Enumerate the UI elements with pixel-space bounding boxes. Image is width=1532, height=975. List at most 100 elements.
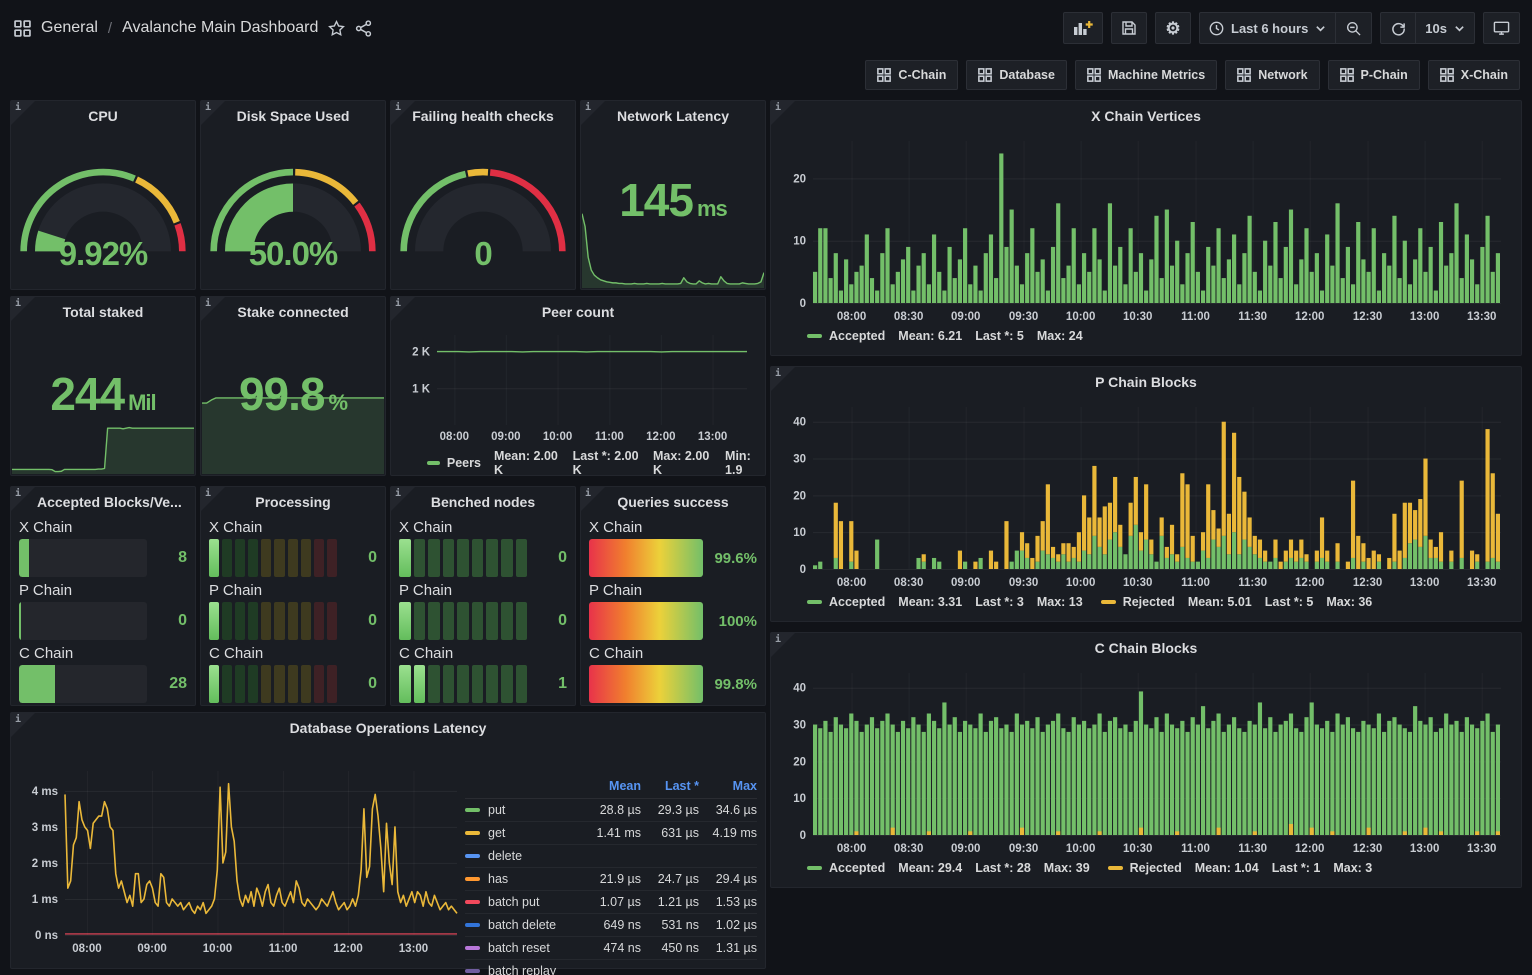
legend-item[interactable]: batch put [465, 895, 583, 909]
refresh-interval-picker[interactable]: 10s [1416, 12, 1475, 44]
panel-title[interactable]: Benched nodes [430, 494, 536, 510]
legend-item[interactable]: Accepted Mean: 3.31 Last *: 3 Max: 13 [807, 595, 1083, 609]
panel-info-icon[interactable]: i [771, 101, 795, 125]
bar-gauge-fill [19, 539, 30, 577]
peer-count-chart[interactable] [397, 325, 759, 447]
lcd-segment [457, 665, 469, 703]
legend-item[interactable]: batch replay [465, 964, 583, 975]
chain-label: C Chain [399, 645, 454, 662]
legend-stat: Last *: 28 [975, 861, 1031, 875]
apps-grid-icon[interactable] [14, 19, 31, 37]
panel-title[interactable]: X Chain Vertices [1091, 108, 1201, 124]
panel-title[interactable]: Accepted Blocks/Ve... [37, 494, 182, 510]
panel-info-icon[interactable]: i [11, 487, 35, 511]
peer-count-legend: Peers Mean: 2.00 K Last *: 2.00 K Max: 2.00… [391, 449, 765, 477]
panel-info-icon[interactable]: i [201, 297, 225, 321]
db-latency-chart[interactable] [19, 741, 465, 959]
staked-value: 244 Mil [50, 368, 156, 420]
db-col-last[interactable]: Last * [664, 779, 699, 793]
add-panel-button[interactable] [1063, 12, 1103, 44]
series-name: batch replay [488, 964, 557, 975]
chain-value: 99.6% [714, 549, 757, 567]
legend-item[interactable]: has [465, 872, 583, 886]
save-dashboard-button[interactable] [1111, 12, 1147, 44]
panel-info-icon[interactable]: i [201, 487, 225, 511]
series-last: 1.21 µs [657, 895, 699, 909]
lcd-segment [209, 665, 220, 703]
panel-title[interactable]: Total staked [62, 304, 144, 320]
legend-stat: Last *: 3 [975, 595, 1024, 609]
panel-info-icon[interactable]: i [201, 101, 225, 125]
segment-gauge-row: C Chain 1 [399, 645, 567, 703]
panel-p-chain-blocks: i P Chain Blocks Accepted Mean: 3.31 Last … [770, 366, 1522, 622]
db-col-mean[interactable]: Mean [609, 779, 641, 793]
lcd-segment [209, 602, 220, 640]
panel-title[interactable]: Stake connected [237, 304, 349, 320]
breadcrumb-section[interactable]: General [41, 19, 98, 36]
panel-title[interactable]: Database Operations Latency [289, 720, 487, 736]
benched-nodes-rows: X Chain 0 P Chain 0 C Chain 1 [391, 515, 575, 703]
dashboard-link-database[interactable]: Database [966, 60, 1067, 90]
panel-info-icon[interactable]: i [391, 487, 415, 511]
lcd-segment [500, 539, 513, 577]
x-chain-vertices-chart[interactable] [777, 129, 1515, 327]
refresh-button[interactable] [1380, 12, 1417, 44]
star-icon[interactable] [328, 19, 346, 37]
time-range-picker[interactable]: Last 6 hours [1199, 12, 1337, 44]
c-chain-blocks-chart[interactable] [777, 661, 1515, 859]
cpu-value: 9.92% [58, 235, 149, 272]
dashboard-link-machine-metrics[interactable]: Machine Metrics [1074, 60, 1218, 90]
legend-item[interactable]: get [465, 826, 583, 840]
dashboard-link-c-chain[interactable]: C-Chain [865, 60, 959, 90]
panel-title[interactable]: Peer count [541, 304, 615, 320]
dashboard-link-p-chain[interactable]: P-Chain [1327, 60, 1420, 90]
legend-stat: Max: 13 [1036, 595, 1083, 609]
panel-title[interactable]: CPU [88, 108, 118, 124]
legend-item[interactable]: put [465, 803, 583, 817]
legend-item[interactable]: batch delete [465, 918, 583, 932]
dashboard-link-network[interactable]: Network [1225, 60, 1320, 90]
health-gauge [400, 168, 566, 252]
apps-grid-icon [1439, 68, 1454, 82]
dashboard-links: C-Chain Database Machine Metrics Network P-C… [865, 60, 1520, 90]
zoom-out-button[interactable] [1336, 12, 1373, 44]
panel-info-icon[interactable]: i [581, 487, 605, 511]
chain-value: 1 [558, 675, 567, 692]
chain-value: 100% [718, 612, 757, 630]
panel-title[interactable]: C Chain Blocks [1094, 640, 1198, 656]
panel-info-icon[interactable]: i [11, 101, 35, 125]
breadcrumb-title[interactable]: Avalanche Main Dashboard [122, 19, 319, 36]
legend-item[interactable]: Accepted Mean: 29.4 Last *: 28 Max: 39 [807, 861, 1090, 875]
db-col-max[interactable]: Max [732, 779, 757, 793]
series-last: 531 ns [661, 918, 699, 932]
legend-item[interactable]: Peers Mean: 2.00 K Last *: 2.00 K Max: 2.00… [427, 449, 765, 477]
dashboard-settings-button[interactable]: ⚙ [1155, 12, 1191, 44]
panel-title[interactable]: Processing [255, 494, 331, 510]
share-icon[interactable] [355, 19, 372, 37]
panel-info-icon[interactable]: i [771, 367, 795, 391]
panel-title[interactable]: Disk Space Used [236, 108, 350, 124]
panel-title[interactable]: Queries success [617, 494, 729, 510]
legend-item[interactable]: batch reset [465, 941, 583, 955]
lcd-segment [515, 602, 528, 640]
panel-info-icon[interactable]: i [391, 297, 415, 321]
legend-item[interactable]: Rejected Mean: 5.01 Last *: 5 Max: 36 [1100, 595, 1372, 609]
legend-item[interactable]: Rejected Mean: 1.04 Last *: 1 Max: 3 [1107, 861, 1372, 875]
series-mean: 474 ns [603, 941, 641, 955]
panel-title[interactable]: P Chain Blocks [1095, 374, 1197, 390]
p-chain-blocks-legend: Accepted Mean: 3.31 Last *: 3 Max: 13 Reject… [771, 595, 1521, 609]
legend-item[interactable]: delete [465, 849, 583, 863]
lcd-segment [287, 539, 298, 577]
panel-title[interactable]: Failing health checks [412, 108, 554, 124]
panel-info-icon[interactable]: i [11, 713, 35, 737]
cycle-view-mode-button[interactable] [1483, 12, 1520, 44]
panel-info-icon[interactable]: i [771, 633, 795, 657]
legend-item[interactable]: Accepted Mean: 6.21 Last *: 5 Max: 24 [807, 329, 1083, 343]
panel-info-icon[interactable]: i [581, 101, 605, 125]
panel-info-icon[interactable]: i [391, 101, 415, 125]
dashboard-link-x-chain[interactable]: X-Chain [1427, 60, 1520, 90]
p-chain-blocks-chart[interactable] [777, 395, 1515, 593]
panel-title[interactable]: Network Latency [616, 108, 730, 124]
panel-info-icon[interactable]: i [11, 297, 35, 321]
chain-value: 0 [558, 549, 567, 566]
